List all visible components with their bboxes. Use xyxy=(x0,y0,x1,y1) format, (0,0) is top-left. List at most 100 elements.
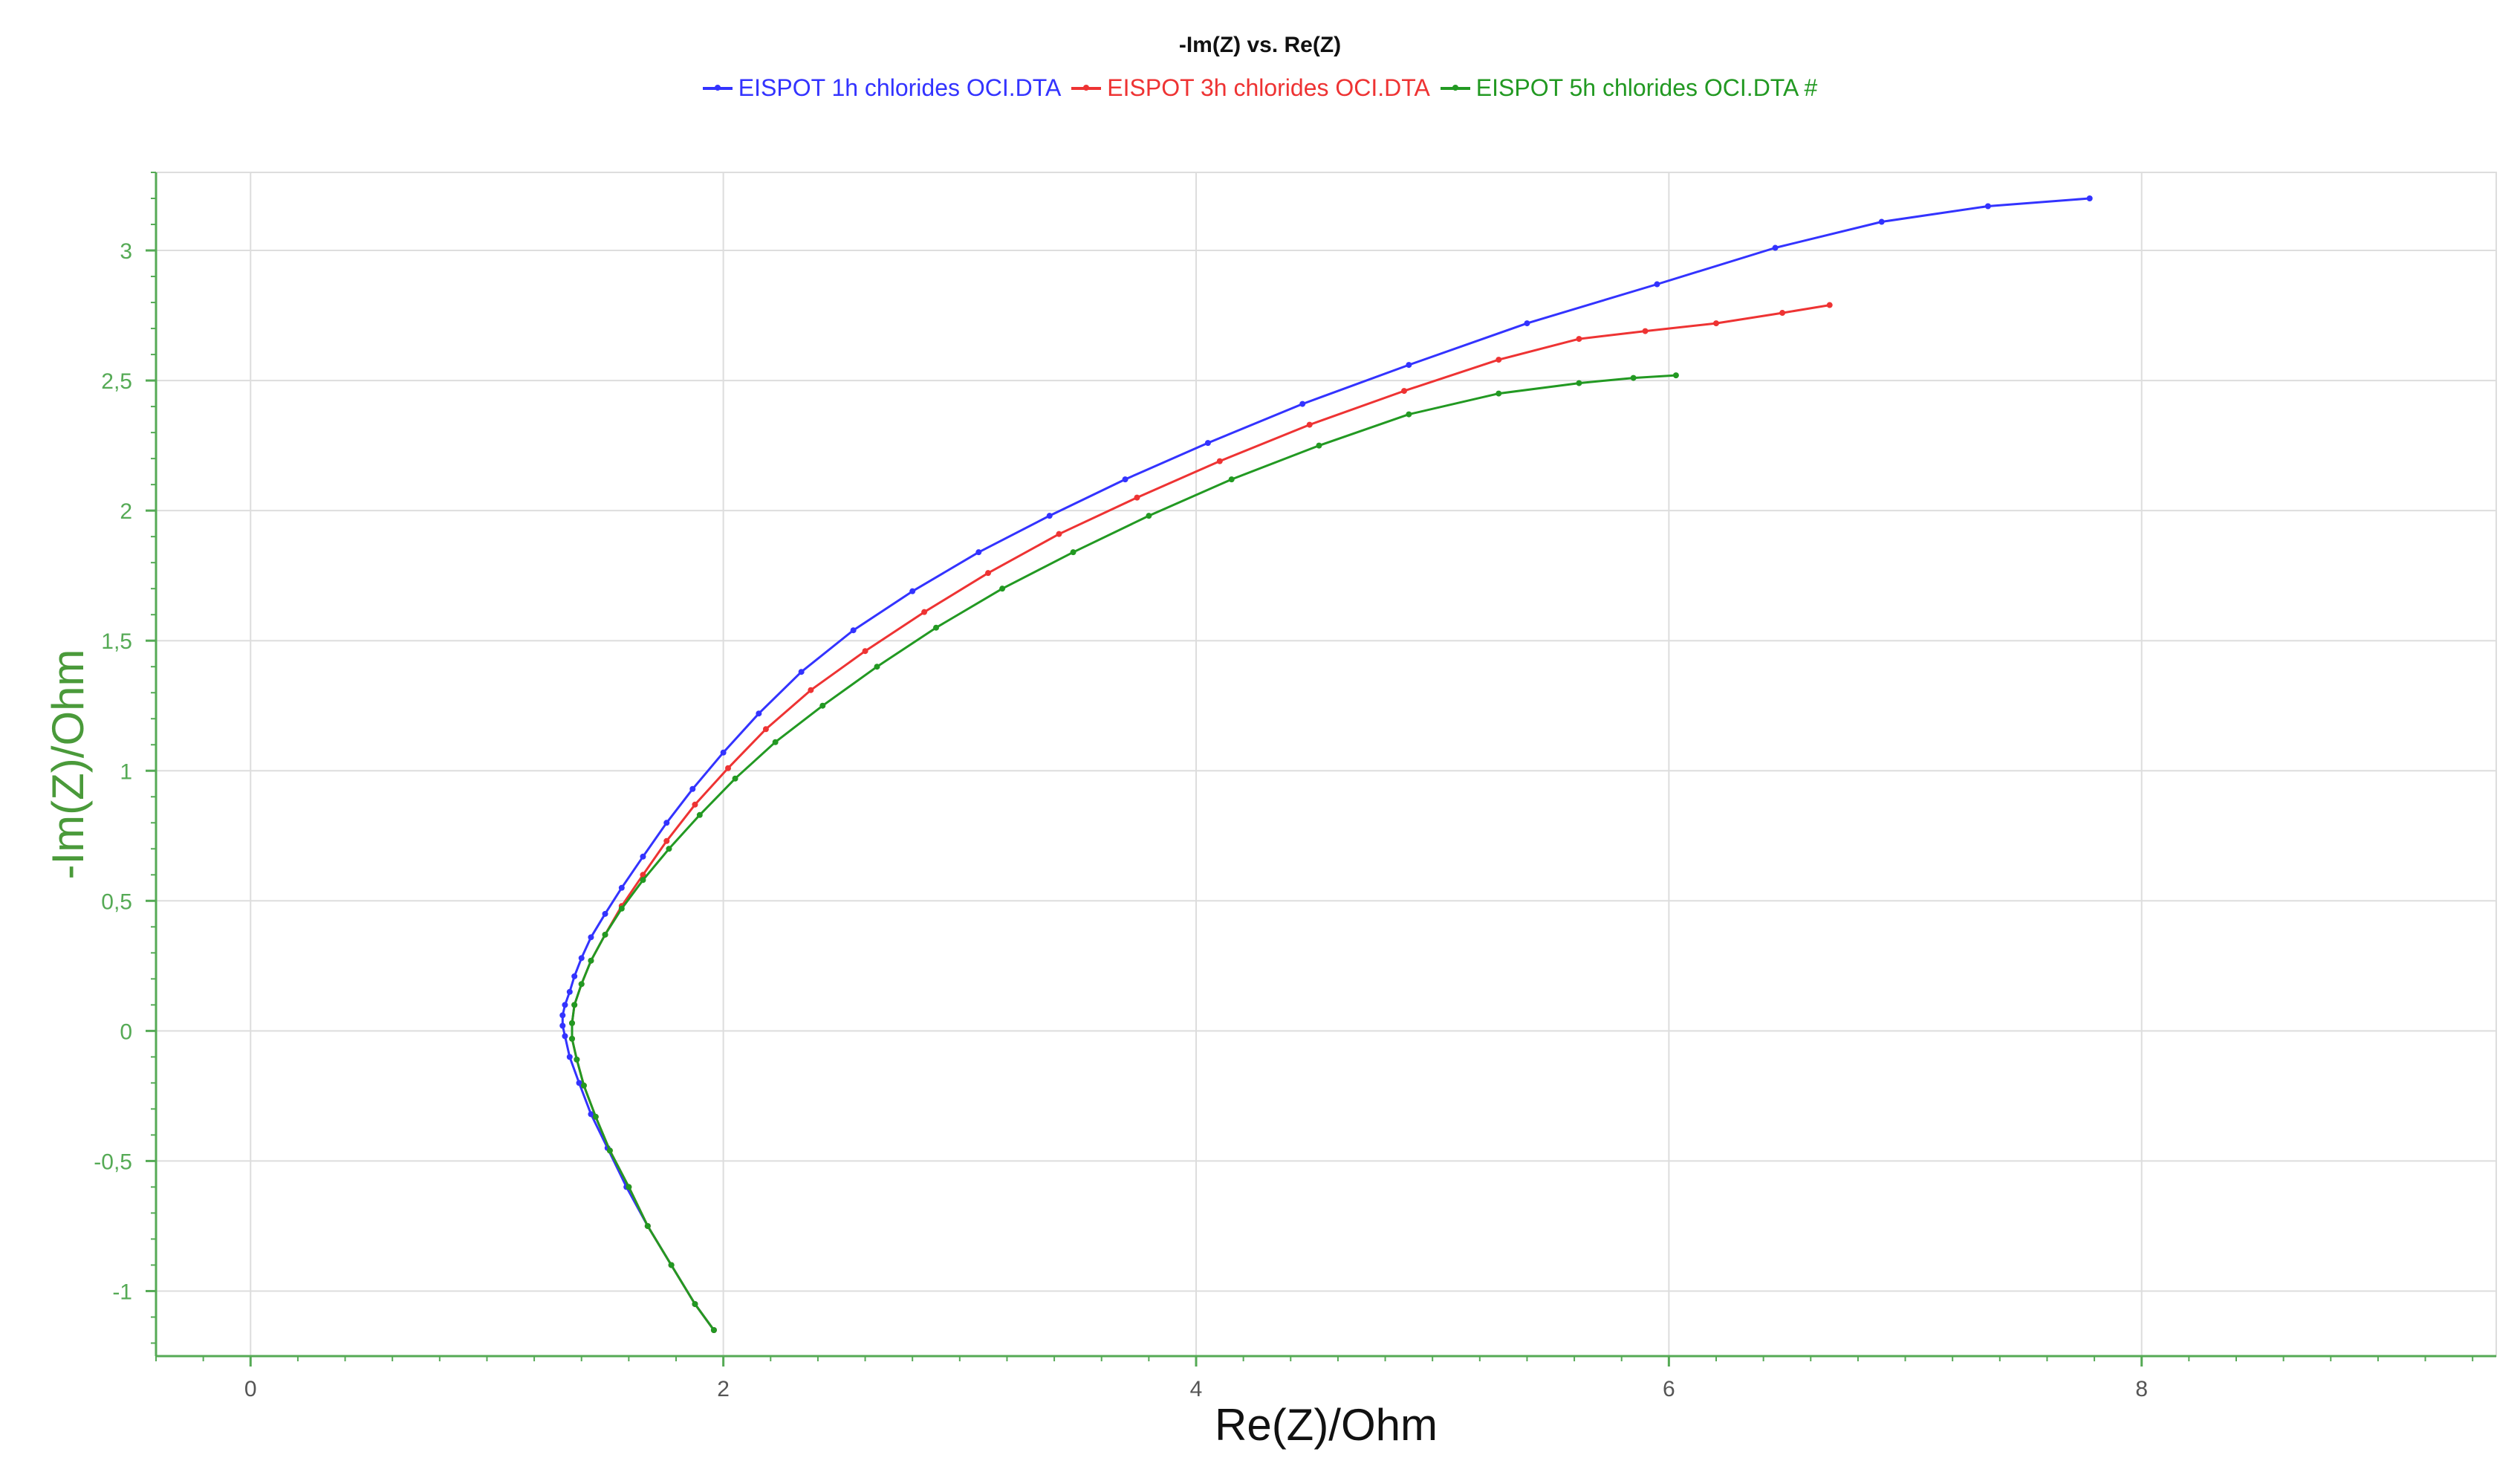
data-point xyxy=(559,1022,566,1029)
data-point xyxy=(798,669,805,675)
data-point xyxy=(569,1035,575,1042)
y-tick-label: 2 xyxy=(120,499,132,524)
y-tick-label: 3 xyxy=(120,239,132,264)
data-point xyxy=(756,710,762,717)
data-point xyxy=(762,726,769,733)
data-point xyxy=(1524,320,1530,327)
legend-swatch-3h xyxy=(1071,84,1102,91)
data-point xyxy=(666,846,672,852)
data-point xyxy=(692,1300,698,1307)
data-point xyxy=(725,765,731,771)
data-point xyxy=(578,981,585,988)
data-point xyxy=(592,1113,599,1120)
data-point xyxy=(1134,494,1140,501)
data-point xyxy=(588,1111,594,1118)
y-tick-label: 0 xyxy=(120,1019,132,1044)
data-point xyxy=(588,957,594,964)
legend-item-5h[interactable]: EISPOT 5h chlorides OCI.DTA # xyxy=(1440,74,1817,102)
data-point xyxy=(640,872,646,878)
data-point xyxy=(2086,195,2093,202)
data-point xyxy=(710,1326,717,1333)
data-point xyxy=(640,877,646,884)
data-point xyxy=(1299,401,1306,407)
x-tick-label: 0 xyxy=(244,1377,257,1401)
data-point xyxy=(1401,388,1407,395)
data-point xyxy=(562,1002,568,1008)
data-point xyxy=(1228,476,1235,483)
data-point xyxy=(819,702,826,709)
series-line-2 xyxy=(571,304,1830,1331)
data-point xyxy=(1056,531,1062,537)
data-point xyxy=(1630,375,1637,381)
y-tick-label: -0,5 xyxy=(94,1150,132,1174)
data-point xyxy=(1496,390,1502,397)
plot-frame xyxy=(155,172,2497,1357)
data-point xyxy=(571,1002,578,1008)
legend-label-1h: EISPOT 1h chlorides OCI.DTA xyxy=(738,74,1062,101)
data-point xyxy=(1576,380,1582,386)
data-point xyxy=(566,988,573,995)
data-point xyxy=(1772,244,1779,251)
axes xyxy=(146,172,2496,1367)
data-point xyxy=(874,664,880,670)
data-point xyxy=(1406,411,1412,418)
data-point xyxy=(1654,281,1660,288)
legend-label-3h: EISPOT 3h chlorides OCI.DTA xyxy=(1107,74,1430,101)
data-point xyxy=(985,570,991,577)
x-tick-label: 4 xyxy=(1190,1377,1203,1401)
legend-item-1h[interactable]: EISPOT 1h chlorides OCI.DTA xyxy=(702,74,1062,102)
data-point xyxy=(999,586,1006,592)
data-point xyxy=(644,1222,651,1229)
data-point xyxy=(618,884,625,891)
data-point xyxy=(1642,328,1649,334)
data-point xyxy=(663,820,670,826)
data-point xyxy=(580,1082,587,1089)
data-point xyxy=(569,1019,575,1026)
data-point xyxy=(566,1054,573,1060)
data-point xyxy=(732,775,738,782)
data-point xyxy=(578,955,585,962)
data-point xyxy=(1146,513,1152,519)
y-axis-title: -Im(Z)/Ohm xyxy=(43,649,93,880)
data-point xyxy=(1406,362,1412,369)
grid xyxy=(155,172,2497,1357)
data-point xyxy=(909,588,916,594)
data-point xyxy=(640,853,646,860)
data-point xyxy=(1779,310,1786,317)
data-point xyxy=(1316,442,1322,449)
data-point xyxy=(562,1033,568,1040)
data-point xyxy=(975,549,982,556)
data-point xyxy=(772,739,779,745)
chart-title: -Im(Z) vs. Re(Z) xyxy=(1178,33,1342,57)
data-point xyxy=(559,1012,566,1019)
data-point xyxy=(588,934,594,941)
y-tick-label: -1 xyxy=(112,1280,132,1304)
y-tick-label: 2,5 xyxy=(101,369,132,394)
x-tick-label: 2 xyxy=(717,1377,730,1401)
x-axis-title: Re(Z)/Ohm xyxy=(1215,1400,1438,1450)
data-point xyxy=(606,1147,613,1154)
data-point xyxy=(692,801,698,808)
y-tick-label: 1 xyxy=(120,759,132,784)
data-point xyxy=(1713,320,1719,327)
data-point xyxy=(1046,513,1053,519)
data-point xyxy=(689,785,696,792)
data-point xyxy=(663,837,670,844)
legend: EISPOT 1h chlorides OCI.DTA EISPOT 3h ch… xyxy=(0,74,2520,102)
data-point xyxy=(808,687,814,693)
data-point xyxy=(602,910,608,917)
data-point xyxy=(1672,372,1679,379)
x-tick-label: 8 xyxy=(2135,1377,2148,1401)
data-point xyxy=(862,648,868,655)
series xyxy=(559,195,2093,1333)
data-point xyxy=(921,609,928,615)
axis-labels: 0 2 4 6 8 -1 -0,5 0 0,5 1 1,5 2 2,5 3 Re(Z)/Ohm -Im(Z)/… xyxy=(43,239,2148,1450)
data-point xyxy=(618,905,625,912)
data-point xyxy=(574,1056,580,1063)
series-line-3 xyxy=(571,374,1676,1331)
data-point xyxy=(1216,458,1223,464)
legend-item-3h[interactable]: EISPOT 3h chlorides OCI.DTA xyxy=(1071,74,1430,102)
y-tick-label: 0,5 xyxy=(101,889,132,914)
data-point xyxy=(571,973,578,979)
